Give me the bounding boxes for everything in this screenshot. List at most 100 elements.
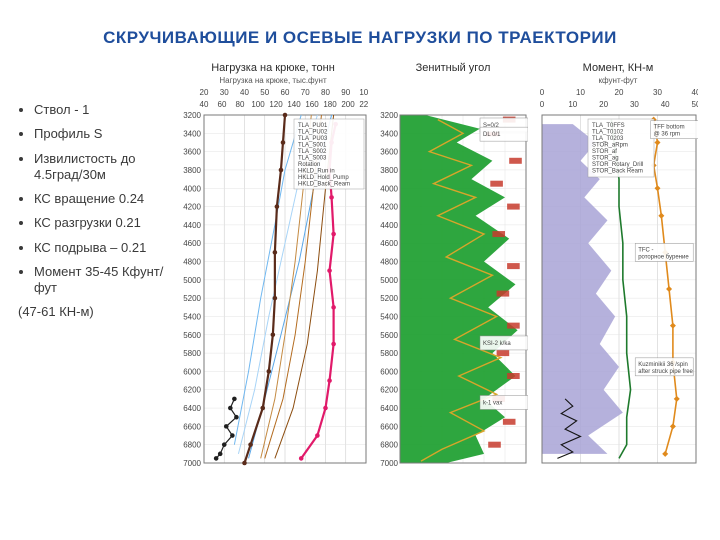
svg-text:10: 10 <box>576 88 585 97</box>
svg-text:4600: 4600 <box>380 239 398 248</box>
svg-text:6000: 6000 <box>380 367 398 376</box>
svg-text:TLA_T0102: TLA_T0102 <box>592 130 624 136</box>
svg-text:TLA_S001: TLA_S001 <box>298 143 327 149</box>
panel-c: Момент, КН-м кфунт-фут 01020304001020304… <box>538 62 698 467</box>
panel-c-title: Момент, КН-м <box>583 62 654 74</box>
svg-text:60: 60 <box>281 88 290 97</box>
svg-text:40: 40 <box>200 100 209 109</box>
bullet-item: КС подрыва – 0.21 <box>34 240 178 256</box>
svg-text:120: 120 <box>269 100 283 109</box>
svg-text:6600: 6600 <box>183 422 201 431</box>
panel-b: Зенитный угол 32003400360038004000420044… <box>378 62 528 467</box>
panel-c-sub: кфунт-фут <box>599 76 638 85</box>
svg-text:50: 50 <box>260 88 269 97</box>
svg-text:10: 10 <box>568 100 577 109</box>
svg-text:6600: 6600 <box>380 422 398 431</box>
svg-text:140: 140 <box>287 100 301 109</box>
svg-text:STOR_af: STOR_af <box>592 149 617 155</box>
svg-text:DL 0/1: DL 0/1 <box>483 132 501 138</box>
svg-text:6800: 6800 <box>183 441 201 450</box>
svg-text:5000: 5000 <box>380 276 398 285</box>
svg-text:4200: 4200 <box>183 203 201 212</box>
svg-text:6200: 6200 <box>183 386 201 395</box>
svg-text:TLA_PU01: TLA_PU01 <box>298 123 328 129</box>
svg-text:5000: 5000 <box>183 276 201 285</box>
svg-text:6000: 6000 <box>183 367 201 376</box>
svg-text:5200: 5200 <box>380 294 398 303</box>
svg-text:4200: 4200 <box>380 203 398 212</box>
bullet-item: Момент 35-45 Кфунт/фут <box>34 264 178 297</box>
svg-text:STOR_Back Ream: STOR_Back Ream <box>592 169 643 175</box>
svg-text:4400: 4400 <box>183 221 201 230</box>
panel-a-sub: Нагрузка на крюке, тыс.фунт <box>219 76 326 85</box>
svg-text:5400: 5400 <box>380 312 398 321</box>
svg-text:6400: 6400 <box>183 404 201 413</box>
svg-text:3800: 3800 <box>183 166 201 175</box>
svg-text:5800: 5800 <box>183 349 201 358</box>
svg-text:5400: 5400 <box>183 312 201 321</box>
svg-text:0: 0 <box>540 88 545 97</box>
bullet-item: Извилистость до 4.5град/30м <box>34 151 178 184</box>
svg-text:40: 40 <box>240 88 249 97</box>
panel-b-chart: 3200340036003800400042004400460048005000… <box>378 87 528 467</box>
panels: Нагрузка на крюке, тонн Нагрузка на крюк… <box>178 62 698 467</box>
bullet-footer: (47-61 КН-м) <box>18 304 178 319</box>
svg-text:STOR_aRpm: STOR_aRpm <box>592 143 628 149</box>
bullet-item: Профиль S <box>34 126 178 142</box>
svg-text:HKLD_Back_Ream: HKLD_Back_Ream <box>298 182 350 188</box>
bullet-list: Ствол - 1 Профиль S Извилистость до 4.5г… <box>18 62 178 319</box>
svg-text:30: 30 <box>630 100 639 109</box>
svg-text:60: 60 <box>218 100 227 109</box>
svg-text:TFC -: TFC - <box>638 247 653 253</box>
panel-a: Нагрузка на крюке, тонн Нагрузка на крюк… <box>178 62 368 467</box>
svg-text:5800: 5800 <box>380 349 398 358</box>
svg-text:TLA_PU03: TLA_PU03 <box>298 136 328 142</box>
svg-text:180: 180 <box>323 100 337 109</box>
svg-text:3800: 3800 <box>380 166 398 175</box>
svg-text:k-1 vax: k-1 vax <box>483 400 502 406</box>
svg-text:4800: 4800 <box>380 258 398 267</box>
svg-text:TLA_T0203: TLA_T0203 <box>592 136 624 142</box>
svg-text:4400: 4400 <box>380 221 398 230</box>
content-row: Ствол - 1 Профиль S Извилистость до 4.5г… <box>0 62 720 467</box>
svg-text:80: 80 <box>321 88 330 97</box>
panel-a-title: Нагрузка на крюке, тонн <box>211 62 335 74</box>
panel-b-sub <box>452 76 454 85</box>
svg-text:3400: 3400 <box>183 129 201 138</box>
svg-text:220: 220 <box>359 100 368 109</box>
svg-text:40: 40 <box>661 100 670 109</box>
svg-text:30: 30 <box>653 88 662 97</box>
svg-text:4800: 4800 <box>183 258 201 267</box>
svg-text:TLA_S003: TLA_S003 <box>298 156 327 162</box>
svg-text:50: 50 <box>692 100 698 109</box>
svg-text:3600: 3600 <box>183 148 201 157</box>
svg-text:3200: 3200 <box>380 111 398 120</box>
svg-text:6800: 6800 <box>380 441 398 450</box>
bullet-item: КС вращение 0.24 <box>34 191 178 207</box>
svg-text:3400: 3400 <box>380 129 398 138</box>
svg-text:6400: 6400 <box>380 404 398 413</box>
svg-text:100: 100 <box>251 100 265 109</box>
svg-text:7000: 7000 <box>183 459 201 467</box>
panel-c-chart: 01020304001020304050TLA_T0FFSTLA_T0102TL… <box>538 87 698 467</box>
svg-text:100: 100 <box>359 88 368 97</box>
svg-text:30: 30 <box>220 88 229 97</box>
svg-text:7000: 7000 <box>380 459 398 467</box>
bullet-ul: Ствол - 1 Профиль S Извилистость до 4.5г… <box>18 102 178 296</box>
svg-text:90: 90 <box>341 88 350 97</box>
svg-text:after struck pipe free: after struck pipe free <box>638 369 693 375</box>
svg-text:HKLD_Hold_Pump: HKLD_Hold_Pump <box>298 175 349 181</box>
page-title: СКРУЧИВАЮЩИЕ И ОСЕВЫЕ НАГРУЗКИ ПО ТРАЕКТ… <box>0 0 720 62</box>
svg-text:20: 20 <box>615 88 624 97</box>
svg-text:4600: 4600 <box>183 239 201 248</box>
panel-b-title: Зенитный угол <box>416 62 491 74</box>
svg-text:HKLD_Run in: HKLD_Run in <box>298 169 335 175</box>
svg-text:TLA_S002: TLA_S002 <box>298 149 327 155</box>
svg-text:4000: 4000 <box>380 184 398 193</box>
svg-text:0: 0 <box>540 100 545 109</box>
svg-text:40: 40 <box>692 88 698 97</box>
svg-text:5200: 5200 <box>183 294 201 303</box>
svg-text:70: 70 <box>301 88 310 97</box>
panel-a-chart: 2030405060708090100406080100120140160180… <box>178 87 368 467</box>
svg-text:@ 36 rpm: @ 36 rpm <box>654 132 680 138</box>
